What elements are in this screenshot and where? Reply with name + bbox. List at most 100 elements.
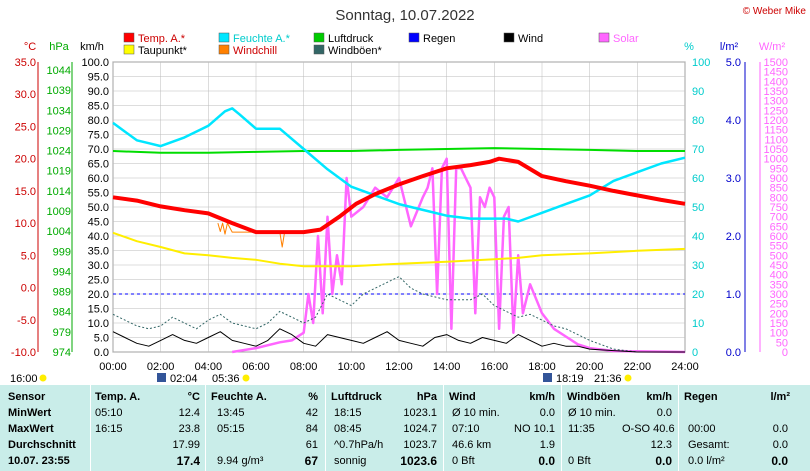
legend-swatch: [313, 32, 325, 43]
legend-label: Wind: [518, 33, 543, 45]
table-cell-press-t: ^0.7hPa/h: [334, 439, 384, 451]
sunset-icon: [624, 374, 632, 382]
legend-swatch: [408, 32, 420, 43]
table-cell-hum-v: 42: [305, 407, 318, 419]
temp-tick-label: -5.0: [17, 315, 36, 327]
wind-tick-label: 70.0: [88, 144, 109, 156]
table-cell-label: MaxWert: [8, 423, 54, 435]
table-cell-temp-v: 17.4: [176, 454, 200, 468]
series-line-windben: [112, 276, 685, 353]
humidity-tick-label: 30: [692, 260, 704, 272]
table-cell-wind-v: NO 10.1: [514, 423, 555, 435]
table-cell-press-v: 1024.7: [403, 423, 437, 435]
wind-tick-label: 95.0: [88, 72, 109, 84]
wind-tick-label: 65.0: [88, 159, 109, 171]
table-cell-rain-v: 0.0: [772, 439, 788, 451]
solar-tick-label: 550: [770, 241, 788, 253]
pressure-tick-label: 1014: [47, 186, 71, 198]
rain-tick-label: 3.0: [726, 173, 741, 185]
table-cell-rain-t: 0.0 l/m²: [688, 455, 725, 467]
time-label-left: 16:00: [10, 373, 38, 385]
pressure-tick-label: 999: [53, 246, 71, 258]
wind-tick-label: 80.0: [88, 115, 109, 127]
header-pressure: Luftdruck: [331, 391, 382, 403]
wind-tick-label: 45.0: [88, 217, 109, 229]
temp-tick-label: 35.0: [15, 57, 36, 69]
x-tick-label: 16:00: [481, 361, 509, 373]
table-cell-hum-v: 67: [304, 454, 318, 468]
copyright-label: © Weber Mike: [743, 6, 807, 17]
pressure-tick-label: 1009: [47, 206, 71, 218]
table-cell-gust-t: 0 Bft: [568, 455, 591, 467]
table-cell-wind-v: 1.9: [539, 439, 555, 451]
solar-tick-label: 850: [770, 183, 788, 195]
table-cell-rain-v: 0.0: [772, 423, 788, 435]
pressure-tick-label: 1039: [47, 85, 71, 97]
table-cell-temp-t: 16:15: [95, 423, 123, 435]
solar-tick-label: 750: [770, 202, 788, 214]
wind-tick-label: 85.0: [88, 101, 109, 113]
weather-chart: Sonntag, 10.07.2022 © Weber Mike Temp. A.*…: [10, 6, 807, 385]
table-cell-wind-t: Ø 10 min.: [452, 407, 500, 419]
x-tick-label: 10:00: [338, 361, 366, 373]
temp-tick-label: 25.0: [15, 121, 36, 133]
solar-tick-label: 400: [770, 270, 788, 282]
wind-tick-label: 75.0: [88, 130, 109, 142]
legend-label: Luftdruck: [328, 33, 374, 45]
sunrise-label: 05:36: [212, 373, 240, 385]
pressure-tick-label: 1029: [47, 125, 71, 137]
legend-label: Windchill: [233, 45, 277, 57]
rain-tick-label: 1.0: [726, 289, 741, 301]
rain-tick-label: 5.0: [726, 57, 741, 69]
pressure-tick-label: 1024: [47, 146, 71, 158]
wind-unit-label: km/h: [80, 41, 104, 53]
humidity-tick-label: 60: [692, 173, 704, 185]
humidity-tick-label: 70: [692, 144, 704, 156]
solar-tick-label: 1250: [764, 105, 788, 117]
temp-tick-label: 15.0: [15, 186, 36, 198]
legend-swatch: [313, 44, 325, 55]
wind-tick-label: 10.0: [88, 318, 109, 330]
pressure-unit-label: hPa: [49, 41, 69, 53]
wind-tick-label: 0.0: [94, 347, 109, 359]
humidity-tick-label: 90: [692, 86, 704, 98]
legend-label: Windböen*: [328, 45, 383, 57]
sun-icon: [39, 374, 47, 382]
temp-tick-label: 10.0: [15, 218, 36, 230]
wind-tick-label: 55.0: [88, 188, 109, 200]
x-tick-label: 14:00: [433, 361, 461, 373]
temp-tick-label: -10.0: [11, 347, 36, 359]
wind-tick-label: 35.0: [88, 246, 109, 258]
wind-tick-label: 5.0: [94, 333, 109, 345]
table-cell-press-t: sonnig: [334, 455, 367, 467]
header-wind: Wind: [449, 391, 476, 403]
series-line-taupunkt: [112, 231, 686, 268]
series-line-feuchtea: [112, 107, 686, 223]
series-line-tempa: [112, 156, 686, 235]
legend-swatch: [598, 32, 610, 43]
wind-tick-label: 15.0: [88, 304, 109, 316]
table-cell-wind-v: 0.0: [538, 454, 555, 468]
legend-label: Regen: [423, 33, 455, 45]
x-tick-label: 06:00: [242, 361, 270, 373]
header-humidity: Feuchte A.: [211, 391, 267, 403]
table-cell-hum-t: 9.94 g/m³: [217, 455, 264, 467]
x-tick-label: 02:00: [147, 361, 175, 373]
table-cell-rain-t: 00:00: [688, 423, 716, 435]
solar-tick-label: 450: [770, 260, 788, 272]
solar-tick-label: 800: [770, 192, 788, 204]
humidity-tick-label: 80: [692, 115, 704, 127]
table-cell-press-v: 1023.1: [403, 407, 437, 419]
table-cell-temp-v: 17.99: [172, 439, 200, 451]
series-line-wind: [112, 328, 685, 353]
pressure-tick-label: 1004: [47, 226, 71, 238]
pressure-tick-label: 1019: [47, 166, 71, 178]
solar-tick-label: 1450: [764, 67, 788, 79]
x-tick-label: 00:00: [99, 361, 127, 373]
table-cell-hum-t: 13:45: [217, 407, 245, 419]
legend-swatch: [218, 32, 230, 43]
table-cell-hum-v: 61: [305, 439, 318, 451]
wind-tick-label: 90.0: [88, 86, 109, 98]
legend-label: Solar: [613, 33, 639, 45]
